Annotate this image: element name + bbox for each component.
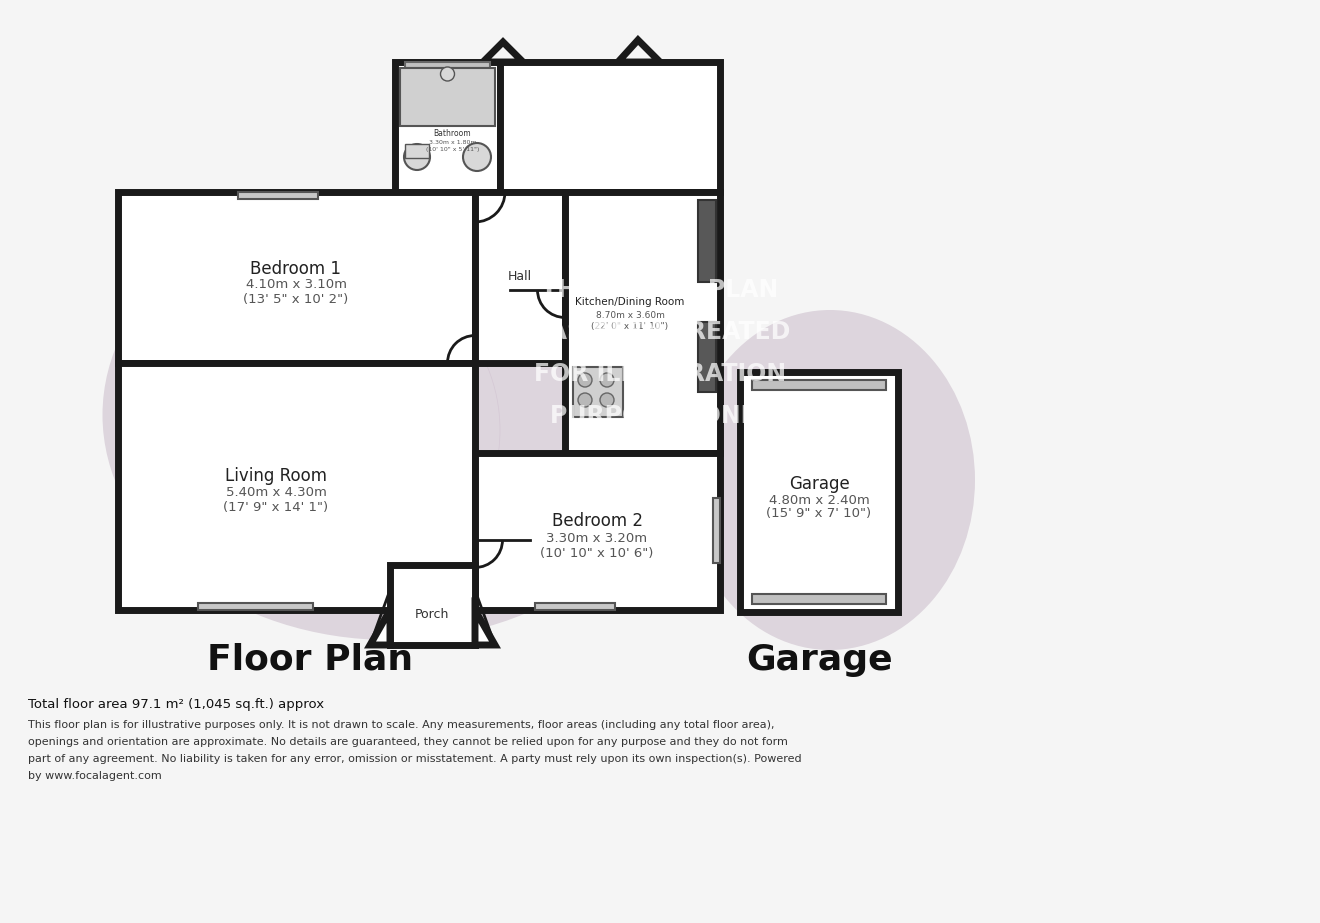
Bar xyxy=(752,380,886,390)
Bar xyxy=(535,603,615,610)
Bar xyxy=(198,603,313,610)
Ellipse shape xyxy=(685,310,975,650)
Text: Porch: Porch xyxy=(414,608,449,621)
Text: FOR ILLUSTRATION: FOR ILLUSTRATION xyxy=(533,362,787,386)
Text: 5.40m x 4.30m: 5.40m x 4.30m xyxy=(226,486,326,499)
Text: Bathroom: Bathroom xyxy=(434,129,471,138)
Text: PURPOSES ONLY: PURPOSES ONLY xyxy=(550,404,770,428)
Text: Bedroom 2: Bedroom 2 xyxy=(552,512,643,530)
Text: Living Room: Living Room xyxy=(224,467,327,485)
Text: Total floor area 97.1 m² (1,045 sq.ft.) approx: Total floor area 97.1 m² (1,045 sq.ft.) … xyxy=(28,698,325,711)
Bar xyxy=(741,372,898,612)
Text: 4.80m x 2.40m: 4.80m x 2.40m xyxy=(768,494,870,507)
Bar xyxy=(565,192,719,453)
Text: Garage: Garage xyxy=(788,475,849,493)
Text: (17' 9" x 14' 1"): (17' 9" x 14' 1") xyxy=(223,501,329,514)
Circle shape xyxy=(463,143,491,171)
Text: 3.30m x 1.80m: 3.30m x 1.80m xyxy=(429,139,477,145)
Bar xyxy=(475,453,719,610)
Ellipse shape xyxy=(103,190,677,640)
Bar xyxy=(573,367,623,417)
Circle shape xyxy=(441,67,454,81)
Circle shape xyxy=(404,144,430,170)
Circle shape xyxy=(601,393,614,407)
Text: 8.70m x 3.60m: 8.70m x 3.60m xyxy=(595,310,664,319)
Bar xyxy=(405,62,490,68)
Bar xyxy=(500,62,719,192)
Bar xyxy=(400,68,495,126)
Text: (22' 0" x 11' 10"): (22' 0" x 11' 10") xyxy=(591,321,668,330)
Bar xyxy=(389,565,475,645)
Bar xyxy=(117,192,475,363)
Text: Hall: Hall xyxy=(508,270,532,283)
Bar xyxy=(238,192,318,199)
Text: Floor Plan: Floor Plan xyxy=(207,643,413,677)
Text: This floor plan is for illustrative purposes only. It is not drawn to scale. Any: This floor plan is for illustrative purp… xyxy=(28,720,775,730)
Text: Bedroom 1: Bedroom 1 xyxy=(251,260,342,278)
Text: THIS FLOOR PLAN: THIS FLOOR PLAN xyxy=(541,278,779,302)
Circle shape xyxy=(578,393,591,407)
Bar xyxy=(117,363,475,610)
Bar xyxy=(713,498,719,563)
Text: (13' 5" x 10' 2"): (13' 5" x 10' 2") xyxy=(243,293,348,306)
Circle shape xyxy=(578,373,591,387)
Text: (10' 10" x 5' 11"): (10' 10" x 5' 11") xyxy=(426,147,479,151)
Bar xyxy=(752,594,886,604)
Bar xyxy=(475,192,565,363)
Text: Garage: Garage xyxy=(747,643,894,677)
Bar xyxy=(395,62,500,192)
Text: Residential: Residential xyxy=(234,430,403,460)
Text: 4.10m x 3.10m: 4.10m x 3.10m xyxy=(246,279,346,292)
Bar xyxy=(698,322,715,392)
Text: by www.focalagent.com: by www.focalagent.com xyxy=(28,771,162,781)
Text: (10' 10" x 10' 6"): (10' 10" x 10' 6") xyxy=(540,546,653,559)
Text: Cook: Cook xyxy=(238,362,399,418)
Polygon shape xyxy=(475,610,495,645)
Text: 3.30m x 3.20m: 3.30m x 3.20m xyxy=(546,532,648,545)
Bar xyxy=(698,200,715,282)
Bar xyxy=(405,144,429,158)
Text: (15' 9" x 7' 10"): (15' 9" x 7' 10") xyxy=(767,508,871,521)
Text: openings and orientation are approximate. No details are guaranteed, they cannot: openings and orientation are approximate… xyxy=(28,737,788,747)
Circle shape xyxy=(601,373,614,387)
Text: Kitchen/Dining Room: Kitchen/Dining Room xyxy=(576,297,685,307)
Text: HAS BEEN CREATED: HAS BEEN CREATED xyxy=(529,320,791,344)
Polygon shape xyxy=(370,610,389,645)
Text: part of any agreement. No liability is taken for any error, omission or misstate: part of any agreement. No liability is t… xyxy=(28,754,801,764)
